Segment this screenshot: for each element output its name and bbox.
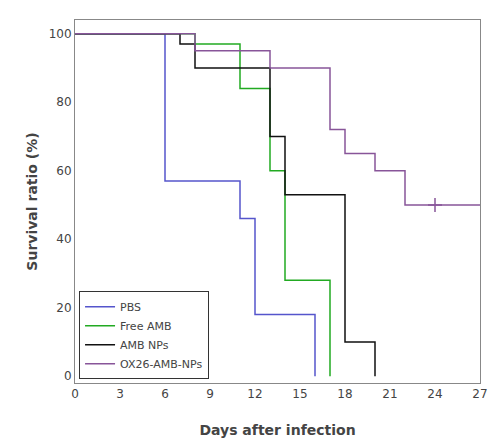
svg-text:60: 60 — [56, 164, 71, 178]
svg-text:0: 0 — [64, 369, 72, 383]
svg-text:9: 9 — [206, 387, 214, 401]
svg-text:15: 15 — [292, 387, 307, 401]
svg-text:Days after infection: Days after infection — [199, 422, 355, 438]
svg-text:100: 100 — [49, 27, 72, 41]
svg-text:0: 0 — [71, 387, 79, 401]
svg-text:3: 3 — [116, 387, 124, 401]
svg-text:18: 18 — [337, 387, 352, 401]
svg-text:27: 27 — [472, 387, 487, 401]
svg-text:AMB NPs: AMB NPs — [120, 339, 169, 352]
svg-text:24: 24 — [427, 387, 442, 401]
svg-text:20: 20 — [56, 301, 71, 315]
svg-text:80: 80 — [56, 95, 71, 109]
svg-text:OX26-AMB-NPs: OX26-AMB-NPs — [120, 358, 202, 371]
svg-text:Free AMB: Free AMB — [120, 320, 171, 333]
svg-text:40: 40 — [56, 232, 71, 246]
svg-text:12: 12 — [247, 387, 262, 401]
svg-text:PBS: PBS — [120, 301, 141, 314]
svg-text:21: 21 — [382, 387, 397, 401]
svg-text:Survival ratio (%): Survival ratio (%) — [24, 132, 40, 270]
svg-text:6: 6 — [161, 387, 169, 401]
